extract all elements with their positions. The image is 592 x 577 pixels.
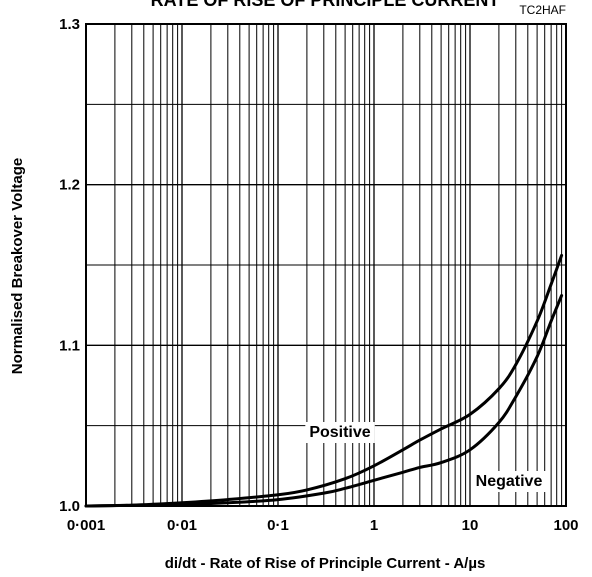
x-tick-label: 1: [370, 517, 378, 534]
series-line-negative: [84, 294, 564, 508]
y-tick-label: 1.1: [59, 337, 80, 354]
x-tick-label: 0·01: [167, 517, 197, 534]
x-tick-label: 0·1: [267, 517, 289, 534]
series-label-background: [305, 422, 375, 443]
y-tick-label: 1.0: [59, 498, 80, 515]
series-label-positive: Positive: [309, 424, 370, 441]
grid-major-y: [86, 184, 566, 346]
series-line-positive: [84, 253, 564, 508]
y-axis-title: Normalised Breakover Voltage: [9, 158, 26, 374]
x-tick-labels: 0·001 0·01 0·1 1 10 100: [67, 517, 579, 534]
series-label-negative: Negative: [476, 473, 543, 490]
grid-minor-y: [86, 103, 566, 427]
y-tick-label: 1.2: [59, 177, 80, 194]
y-tick-labels: 1.0 1.1 1.2 1.3: [59, 16, 80, 515]
x-tick-label: 100: [553, 517, 578, 534]
x-tick-label: 0·001: [67, 517, 105, 534]
series-lines: [84, 253, 564, 508]
x-tick-label: 10: [462, 517, 479, 534]
x-axis-title: di/dt - Rate of Rise of Principle Curren…: [165, 555, 486, 572]
series-label-background: [471, 471, 547, 492]
plot-frame: [85, 23, 567, 507]
series-labels: Positive Negative: [305, 422, 547, 492]
y-tick-label: 1.3: [59, 16, 80, 33]
figure-code: TC2HAF: [519, 3, 566, 17]
chart-title: RATE OF RISE OF PRINCIPLE CURRENT: [151, 0, 500, 10]
